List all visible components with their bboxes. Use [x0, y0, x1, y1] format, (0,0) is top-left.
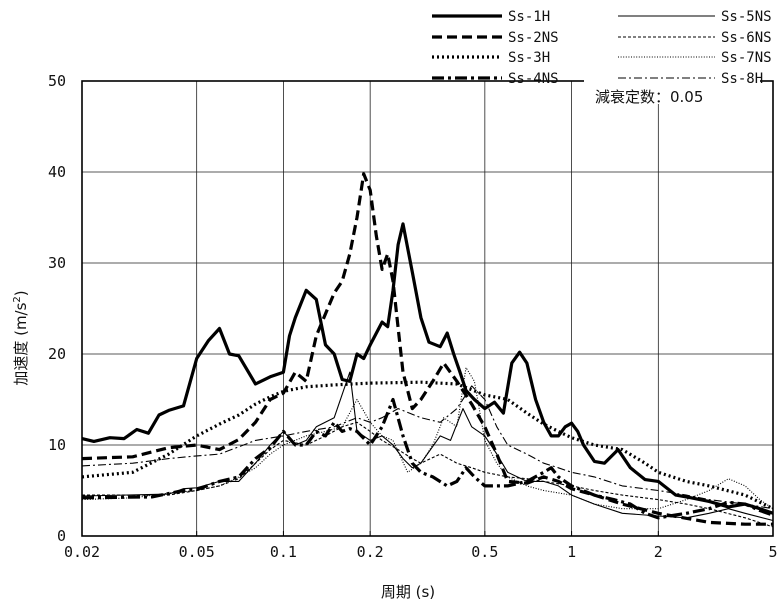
series-line-ss-4ns — [81, 397, 774, 520]
x-tick-label: 5 — [768, 543, 777, 561]
legend-label: Ss-2NS — [508, 30, 559, 46]
legend-label: Ss-7NS — [721, 50, 772, 66]
x-tick-label: 1 — [567, 543, 576, 561]
y-tick-label: 0 — [57, 527, 66, 545]
series-line-ss-1h — [81, 222, 774, 515]
x-tick-label: 0.05 — [179, 543, 215, 561]
damping-annotation: 減衰定数：0.05 — [595, 88, 703, 106]
y-tick-labels: 0 10 20 30 40 50 — [48, 72, 66, 545]
legend-label: Ss-8H — [721, 71, 763, 87]
annotation-background — [584, 70, 760, 104]
y-axis-label: 加速度 (m/s2) — [12, 290, 30, 385]
x-tick-label: 0.2 — [357, 543, 384, 561]
y-axis-label-end: ) — [12, 290, 30, 296]
x-tick-labels: 0.02 0.05 0.1 0.2 0.5 1 2 5 — [64, 531, 778, 561]
y-tick-label: 50 — [48, 72, 66, 90]
x-tick-label: 0.5 — [471, 543, 498, 561]
y-tick-label: 40 — [48, 163, 66, 181]
series-line-ss-6ns — [82, 421, 774, 528]
y-axis-label-sup: 2 — [12, 296, 23, 302]
legend-label: Ss-6NS — [721, 30, 772, 46]
legend: Ss-1H Ss-2NS Ss-3H Ss-4NS Ss-5NS Ss-6NS Ss-7NS… — [432, 9, 772, 87]
series-line-ss-5ns — [81, 371, 774, 522]
series-line-ss-3h — [81, 380, 774, 511]
y-tick-label: 30 — [48, 254, 66, 272]
y-axis-label-main: 加速度 (m/s — [12, 302, 30, 385]
legend-label: Ss-3H — [508, 50, 550, 66]
legend-label: Ss-4NS — [508, 71, 559, 87]
y-tick-label: 20 — [48, 345, 66, 363]
series-line-ss-2ns — [81, 172, 773, 526]
series-lines — [81, 172, 774, 528]
series-line-ss-7ns — [81, 367, 774, 510]
legend-label: Ss-1H — [508, 9, 550, 25]
legend-label: Ss-5NS — [721, 9, 772, 25]
x-tick-label: 0.02 — [64, 543, 100, 561]
plot-frame — [81, 80, 774, 537]
x-axis-label: 周期 (s) — [381, 583, 435, 601]
grid-lines — [82, 81, 773, 536]
x-tick-label: 0.1 — [270, 543, 297, 561]
y-tick-label: 10 — [48, 436, 66, 454]
x-tick-label: 2 — [654, 543, 663, 561]
series-line-ss-8h — [81, 385, 774, 510]
